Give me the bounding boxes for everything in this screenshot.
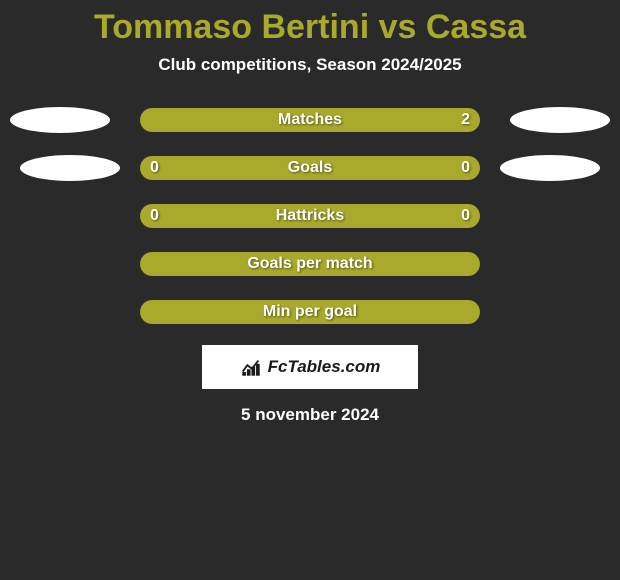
player-right-marker <box>500 155 600 181</box>
stat-row: 0 Goals 0 <box>0 155 620 181</box>
page-subtitle: Club competitions, Season 2024/2025 <box>158 55 461 75</box>
stat-label: Goals per match <box>247 255 372 273</box>
stat-label: Min per goal <box>263 303 357 321</box>
site-logo: FcTables.com <box>202 345 418 389</box>
player-right-marker <box>510 107 610 133</box>
player-left-marker <box>20 155 120 181</box>
stat-row: 0 Hattricks 0 <box>0 203 620 229</box>
stat-right-value: 0 <box>461 207 470 225</box>
comparison-infographic: Tommaso Bertini vs Cassa Club competitio… <box>0 0 620 580</box>
page-title: Tommaso Bertini vs Cassa <box>94 8 526 47</box>
stat-row: Matches 2 <box>0 107 620 133</box>
stat-right-value: 0 <box>461 159 470 177</box>
stat-left-value: 0 <box>150 159 159 177</box>
logo-text: FcTables.com <box>268 357 381 377</box>
player-left-marker <box>10 107 110 133</box>
stat-rows: Matches 2 0 Goals 0 0 Hattricks 0 Goals per matc… <box>0 107 620 325</box>
stat-label: Hattricks <box>276 207 344 225</box>
stat-bar: Goals per match <box>140 252 480 276</box>
stat-bar: 0 Hattricks 0 <box>140 204 480 228</box>
chart-icon <box>240 356 262 378</box>
date-label: 5 november 2024 <box>241 405 379 425</box>
stat-right-value: 2 <box>461 111 470 129</box>
stat-label: Matches <box>278 111 342 129</box>
stat-left-value: 0 <box>150 207 159 225</box>
stat-bar: Min per goal <box>140 300 480 324</box>
stat-bar: 0 Goals 0 <box>140 156 480 180</box>
stat-row: Goals per match <box>0 251 620 277</box>
stat-row: Min per goal <box>0 299 620 325</box>
stat-bar: Matches 2 <box>140 108 480 132</box>
stat-label: Goals <box>288 159 332 177</box>
